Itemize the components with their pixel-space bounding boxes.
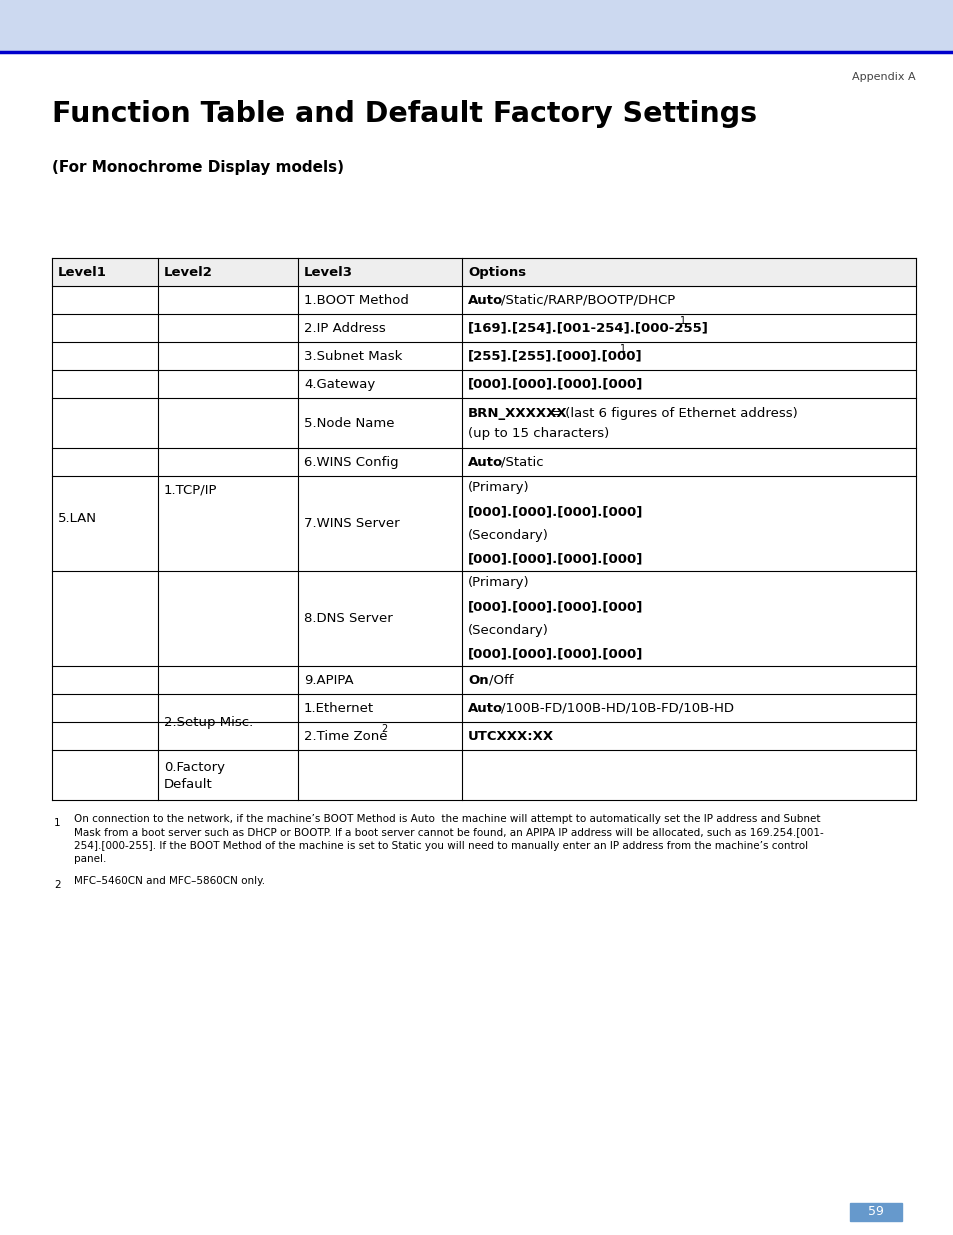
Text: 2: 2	[380, 724, 387, 734]
Text: /100B-FD/100B-HD/10B-FD/10B-HD: /100B-FD/100B-HD/10B-FD/10B-HD	[500, 701, 733, 715]
Text: Auto: Auto	[468, 456, 503, 468]
Text: Mask from a boot server such as DHCP or BOOTP. If a boot server cannot be found,: Mask from a boot server such as DHCP or …	[74, 827, 822, 837]
Text: 1.TCP/IP: 1.TCP/IP	[164, 483, 217, 496]
Text: 8.DNS Server: 8.DNS Server	[304, 613, 393, 625]
Text: Appendix A: Appendix A	[851, 72, 915, 82]
Text: 5.LAN: 5.LAN	[58, 511, 97, 525]
Text: /Off: /Off	[489, 673, 513, 687]
Text: 59: 59	[867, 1205, 883, 1219]
Text: On connection to the network, if the machine’s BOOT Method is Auto  the machine : On connection to the network, if the mac…	[74, 814, 820, 824]
Text: 2.Time Zone: 2.Time Zone	[304, 730, 387, 742]
Text: [000].[000].[000].[000]: [000].[000].[000].[000]	[468, 505, 642, 519]
Text: MFC–5460CN and MFC–5860CN only.: MFC–5460CN and MFC–5860CN only.	[74, 876, 265, 885]
Text: BRN_XXXXXX: BRN_XXXXXX	[468, 406, 567, 420]
Text: [000].[000].[000].[000]: [000].[000].[000].[000]	[468, 600, 642, 613]
Text: On: On	[468, 673, 488, 687]
Text: 6.WINS Config: 6.WINS Config	[304, 456, 398, 468]
Text: Options: Options	[468, 266, 525, 279]
Bar	[52, 258, 915, 287]
Text: [255].[255].[000].[000]: [255].[255].[000].[000]	[468, 350, 642, 363]
Bar	[0, 0, 953, 52]
Text: 1: 1	[679, 316, 685, 326]
Text: 5.Node Name: 5.Node Name	[304, 416, 395, 430]
Bar	[849, 1203, 901, 1221]
Text: 1: 1	[619, 345, 625, 354]
Text: [169].[254].[001-254].[000-255]: [169].[254].[001-254].[000-255]	[468, 321, 708, 335]
Text: 3.Subnet Mask: 3.Subnet Mask	[304, 350, 402, 363]
Text: (Secondary): (Secondary)	[468, 529, 548, 542]
Text: [000].[000].[000].[000]: [000].[000].[000].[000]	[468, 647, 642, 661]
Text: Auto: Auto	[468, 701, 503, 715]
Text: Function Table and Default Factory Settings: Function Table and Default Factory Setti…	[52, 100, 757, 128]
Text: 7.WINS Server: 7.WINS Server	[304, 517, 399, 530]
Text: Level3: Level3	[304, 266, 353, 279]
Text: 9.APIPA: 9.APIPA	[304, 673, 354, 687]
Text: Auto: Auto	[468, 294, 503, 306]
Text: (Primary): (Primary)	[468, 577, 529, 589]
Text: (Primary): (Primary)	[468, 482, 529, 494]
Text: (up to 15 characters): (up to 15 characters)	[468, 426, 609, 440]
Text: Level2: Level2	[164, 266, 213, 279]
Text: (For Monochrome Display models): (For Monochrome Display models)	[52, 161, 344, 175]
Text: 1: 1	[54, 818, 61, 827]
Text: Level1: Level1	[58, 266, 107, 279]
Text: [000].[000].[000].[000]: [000].[000].[000].[000]	[468, 552, 642, 566]
Text: Default: Default	[164, 778, 213, 790]
Text: 4.Gateway: 4.Gateway	[304, 378, 375, 390]
Text: 254].[000-255]. If the BOOT Method of the machine is set to Static you will need: 254].[000-255]. If the BOOT Method of th…	[74, 841, 807, 851]
Text: UTCXXX:XX: UTCXXX:XX	[468, 730, 554, 742]
Text: 2: 2	[54, 881, 61, 890]
Text: 1.Ethernet: 1.Ethernet	[304, 701, 374, 715]
Text: 0.Factory: 0.Factory	[164, 761, 225, 774]
Text: 2.Setup Misc.: 2.Setup Misc.	[164, 715, 253, 729]
Text: /Static/RARP/BOOTP/DHCP: /Static/RARP/BOOTP/DHCP	[500, 294, 675, 306]
Text: 1.BOOT Method: 1.BOOT Method	[304, 294, 409, 306]
Text: = (last 6 figures of Ethernet address): = (last 6 figures of Ethernet address)	[550, 406, 797, 420]
Text: [000].[000].[000].[000]: [000].[000].[000].[000]	[468, 378, 642, 390]
Text: panel.: panel.	[74, 855, 107, 864]
Text: /Static: /Static	[500, 456, 543, 468]
Text: (Secondary): (Secondary)	[468, 624, 548, 637]
Text: 2.IP Address: 2.IP Address	[304, 321, 385, 335]
